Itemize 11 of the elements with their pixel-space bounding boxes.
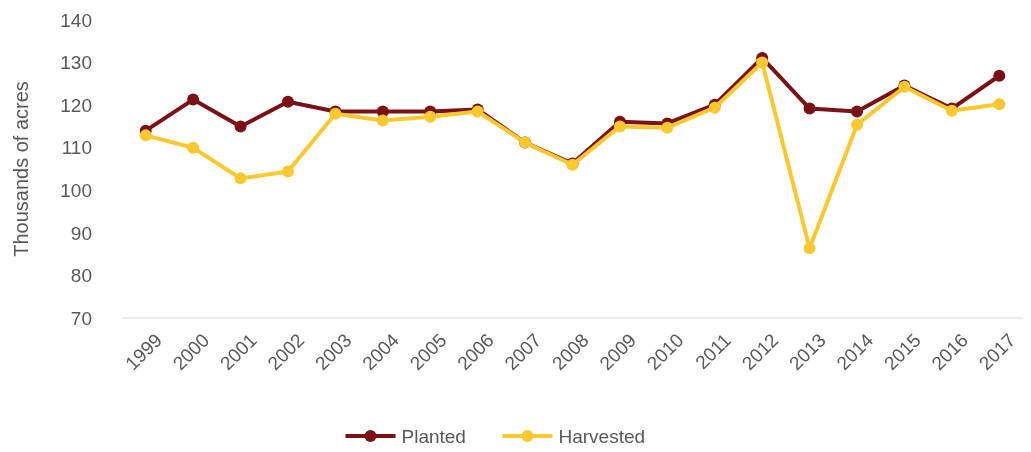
legend-label: Planted — [401, 425, 466, 447]
y-tick-label: 80 — [70, 265, 92, 287]
y-tick-label: 100 — [60, 179, 92, 201]
legend-label: Harvested — [558, 425, 646, 447]
y-tick-label: 110 — [61, 137, 92, 159]
y-tick-label: 130 — [60, 52, 92, 74]
y-tick-label: 120 — [60, 94, 92, 116]
y-tick-label: 70 — [70, 307, 92, 329]
y-tick-label: 90 — [70, 222, 92, 244]
y-axis-title: Thousands of acres — [10, 81, 32, 257]
y-tick-label: 140 — [60, 9, 92, 31]
